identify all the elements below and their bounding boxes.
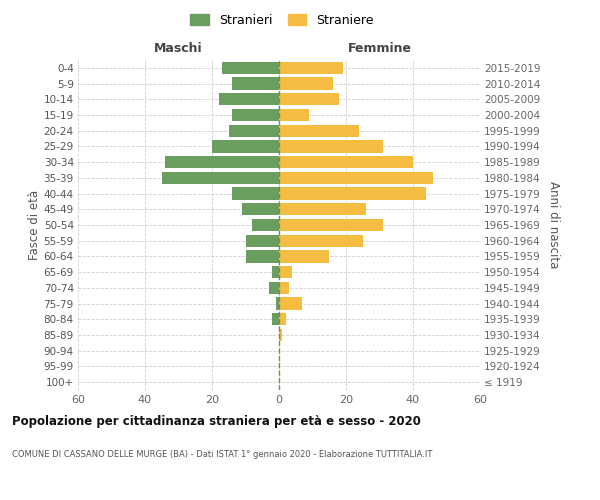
Bar — [279, 313, 286, 326]
Bar — [279, 234, 363, 247]
Text: COMUNE DI CASSANO DELLE MURGE (BA) - Dati ISTAT 1° gennaio 2020 - Elaborazione T: COMUNE DI CASSANO DELLE MURGE (BA) - Dat… — [12, 450, 433, 459]
Bar — [212, 140, 279, 152]
Bar — [222, 62, 279, 74]
Bar — [269, 282, 279, 294]
Bar — [218, 93, 279, 106]
Bar — [279, 266, 292, 278]
Bar — [279, 93, 340, 106]
Bar — [165, 156, 279, 168]
Bar — [279, 78, 332, 90]
Bar — [272, 266, 279, 278]
Y-axis label: Anni di nascita: Anni di nascita — [547, 182, 560, 268]
Bar — [162, 172, 279, 184]
Bar — [279, 62, 343, 74]
Bar — [275, 298, 279, 310]
Bar — [279, 219, 383, 231]
Bar — [232, 78, 279, 90]
Text: Popolazione per cittadinanza straniera per età e sesso - 2020: Popolazione per cittadinanza straniera p… — [12, 415, 421, 428]
Bar — [232, 188, 279, 200]
Bar — [229, 124, 279, 137]
Bar — [279, 203, 366, 215]
Bar — [245, 234, 279, 247]
Bar — [242, 203, 279, 215]
Legend: Stranieri, Straniere: Stranieri, Straniere — [188, 11, 376, 29]
Bar — [232, 109, 279, 121]
Bar — [279, 298, 302, 310]
Bar — [279, 109, 309, 121]
Bar — [279, 250, 329, 262]
Bar — [279, 282, 289, 294]
Bar — [279, 156, 413, 168]
Text: Femmine: Femmine — [347, 42, 412, 56]
Text: Maschi: Maschi — [154, 42, 203, 56]
Bar — [279, 172, 433, 184]
Bar — [272, 313, 279, 326]
Bar — [245, 250, 279, 262]
Bar — [252, 219, 279, 231]
Y-axis label: Fasce di età: Fasce di età — [28, 190, 41, 260]
Bar — [279, 140, 383, 152]
Bar — [279, 188, 427, 200]
Bar — [279, 329, 283, 341]
Bar — [279, 124, 359, 137]
